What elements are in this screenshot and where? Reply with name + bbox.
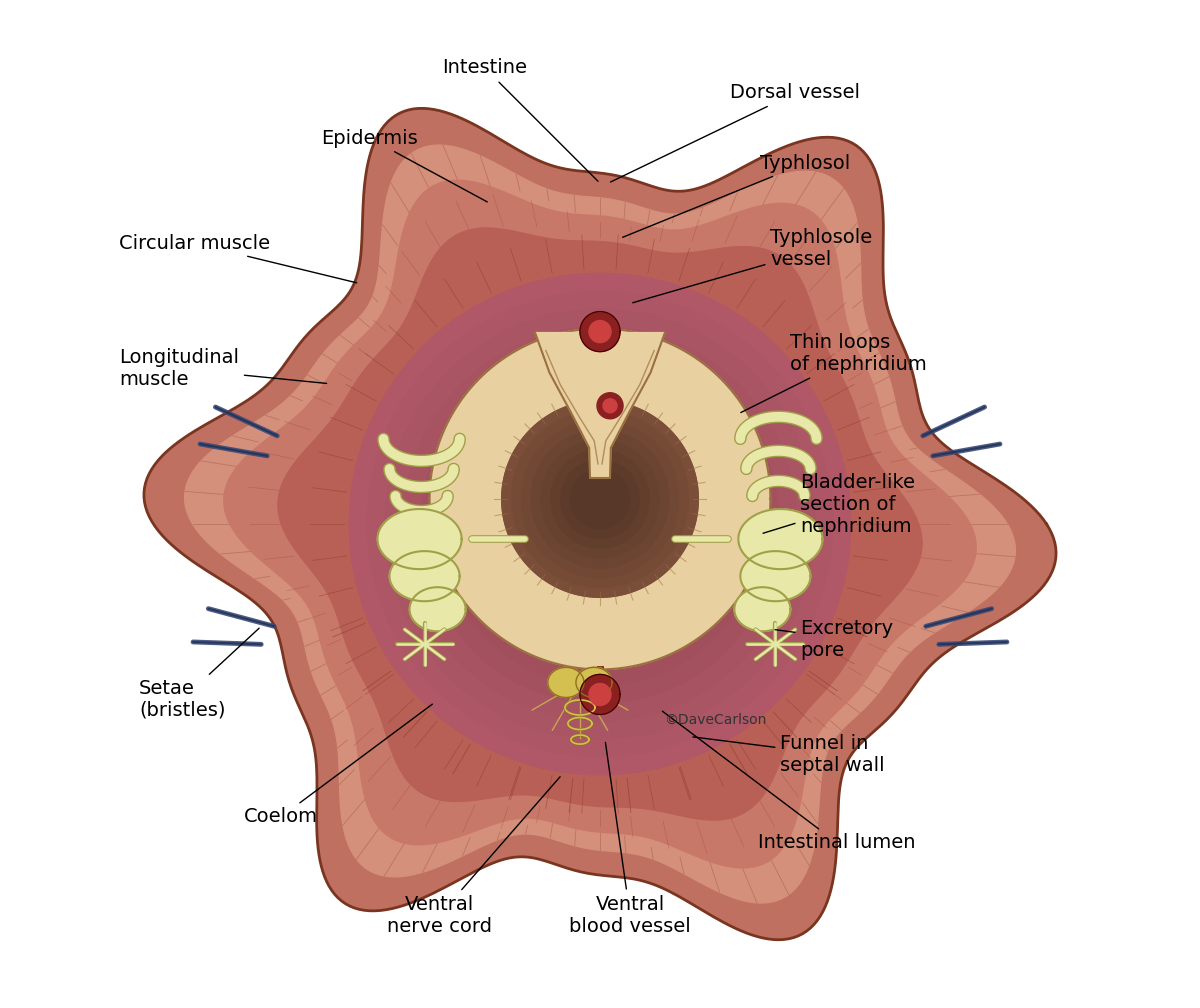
Circle shape <box>589 321 611 343</box>
Text: Bladder-like
section of
nephridium: Bladder-like section of nephridium <box>763 473 916 535</box>
Polygon shape <box>546 471 654 578</box>
Text: Funnel in
septal wall: Funnel in septal wall <box>692 734 886 775</box>
Text: Typhlosole
vessel: Typhlosole vessel <box>632 228 872 302</box>
Polygon shape <box>511 410 689 588</box>
Text: Typhlosol: Typhlosol <box>623 153 851 237</box>
Text: Circular muscle: Circular muscle <box>119 234 356 283</box>
Circle shape <box>596 393 623 418</box>
Polygon shape <box>378 509 462 570</box>
Polygon shape <box>510 434 690 614</box>
Polygon shape <box>502 401 698 597</box>
Polygon shape <box>390 551 460 601</box>
Polygon shape <box>367 291 833 757</box>
Polygon shape <box>528 453 672 596</box>
Text: Thin loops
of nephridium: Thin loops of nephridium <box>740 333 928 412</box>
Polygon shape <box>439 363 761 685</box>
Text: Ventral
blood vessel: Ventral blood vessel <box>569 742 691 935</box>
Polygon shape <box>522 420 678 578</box>
Polygon shape <box>349 273 851 775</box>
Circle shape <box>604 399 617 413</box>
Polygon shape <box>548 667 584 698</box>
Polygon shape <box>144 109 1056 939</box>
Polygon shape <box>349 273 851 775</box>
Polygon shape <box>551 450 649 548</box>
Polygon shape <box>576 667 612 698</box>
Text: Epidermis: Epidermis <box>322 129 487 202</box>
Polygon shape <box>532 430 668 568</box>
Polygon shape <box>457 381 743 667</box>
Circle shape <box>580 674 620 715</box>
Text: Ventral
nerve cord: Ventral nerve cord <box>388 777 560 935</box>
Polygon shape <box>548 667 584 698</box>
Polygon shape <box>564 488 636 559</box>
Text: Intestine: Intestine <box>443 58 598 181</box>
Polygon shape <box>185 145 1015 903</box>
Polygon shape <box>541 440 659 558</box>
Circle shape <box>580 311 620 352</box>
Text: Dorsal vessel: Dorsal vessel <box>611 84 860 182</box>
Polygon shape <box>492 416 708 631</box>
Polygon shape <box>535 333 665 478</box>
Polygon shape <box>576 667 612 698</box>
Polygon shape <box>421 345 779 703</box>
Text: ©DaveCarlson: ©DaveCarlson <box>664 713 767 727</box>
Polygon shape <box>738 509 822 570</box>
Polygon shape <box>430 329 770 669</box>
Polygon shape <box>278 228 922 821</box>
Text: Coelom: Coelom <box>244 705 432 827</box>
Polygon shape <box>475 399 725 649</box>
Text: Excretory
pore: Excretory pore <box>775 619 894 660</box>
Polygon shape <box>582 506 618 542</box>
Polygon shape <box>409 588 466 631</box>
Polygon shape <box>502 401 698 597</box>
Polygon shape <box>223 180 977 868</box>
Text: Intestinal lumen: Intestinal lumen <box>662 712 916 853</box>
Polygon shape <box>740 551 810 601</box>
Circle shape <box>589 683 611 706</box>
Polygon shape <box>403 328 797 721</box>
Text: Longitudinal
muscle: Longitudinal muscle <box>119 348 326 389</box>
Polygon shape <box>734 588 791 631</box>
Polygon shape <box>570 470 630 528</box>
Polygon shape <box>560 460 640 538</box>
Polygon shape <box>385 309 815 739</box>
Text: Setae
(bristles): Setae (bristles) <box>139 628 259 720</box>
